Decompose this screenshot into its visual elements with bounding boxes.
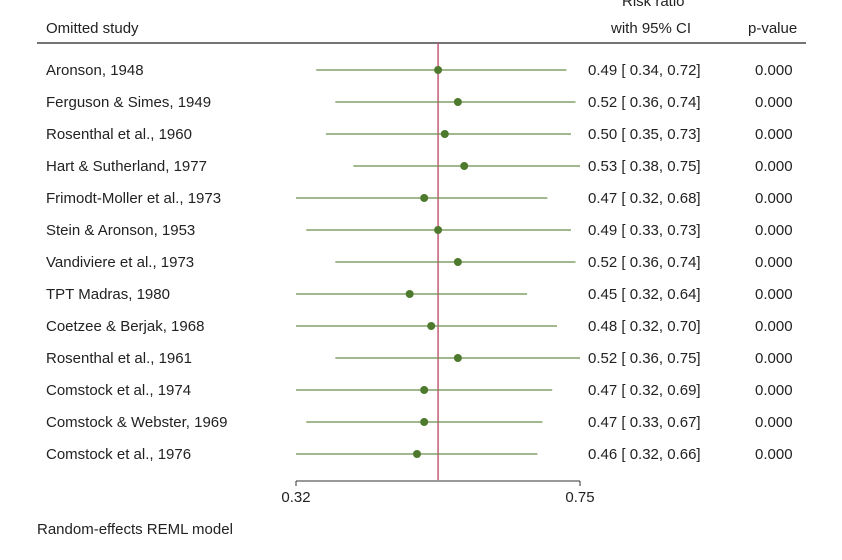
ci-text: 0.46 [ 0.32, 0.66] [588,446,701,463]
p-value-text: 0.000 [755,318,793,335]
header-study-column: Omitted study [46,20,139,37]
ci-text: 0.47 [ 0.32, 0.69] [588,382,701,399]
study-label: Aronson, 1948 [46,62,144,79]
effect-marker [434,66,443,74]
study-label: Frimodt-Moller et al., 1973 [46,190,221,207]
effect-marker [427,322,436,330]
effect-marker [453,98,462,106]
study-label: Stein & Aronson, 1953 [46,222,195,239]
effect-marker [453,258,462,266]
effect-marker [420,418,429,426]
p-value-text: 0.000 [755,254,793,271]
p-value-text: 0.000 [755,126,793,143]
x-tick-label: 0.32 [281,489,310,506]
x-tick-label: 0.75 [565,489,594,506]
p-value-text: 0.000 [755,158,793,175]
study-label: Vandiviere et al., 1973 [46,254,194,271]
study-label: Comstock et al., 1974 [46,382,191,399]
effect-marker [413,450,422,458]
p-value-text: 0.000 [755,94,793,111]
p-value-text: 0.000 [755,222,793,239]
ci-text: 0.49 [ 0.34, 0.72] [588,62,701,79]
effect-marker [453,354,462,362]
effect-marker [405,290,414,298]
ci-text: 0.47 [ 0.33, 0.67] [588,414,701,431]
study-label: Comstock et al., 1976 [46,446,191,463]
ci-text: 0.48 [ 0.32, 0.70] [588,318,701,335]
study-label: Hart & Sutherland, 1977 [46,158,207,175]
p-value-text: 0.000 [755,62,793,79]
model-footnote: Random-effects REML model [37,521,233,538]
p-value-text: 0.000 [755,350,793,367]
study-label: Coetzee & Berjak, 1968 [46,318,204,335]
p-value-text: 0.000 [755,382,793,399]
study-label: Rosenthal et al., 1960 [46,126,192,143]
ci-text: 0.50 [ 0.35, 0.73] [588,126,701,143]
p-value-text: 0.000 [755,286,793,303]
header-p-value: p-value [748,20,798,37]
ci-text: 0.53 [ 0.38, 0.75] [588,158,701,175]
ci-text: 0.45 [ 0.32, 0.64] [588,286,701,303]
effect-marker [460,162,469,170]
p-value-text: 0.000 [755,190,793,207]
ci-text: 0.52 [ 0.36, 0.74] [588,254,701,271]
effect-marker [420,194,429,202]
header-risk-ratio: Risk ratio [622,0,685,10]
study-label: Ferguson & Simes, 1949 [46,94,211,111]
ci-text: 0.52 [ 0.36, 0.74] [588,94,701,111]
study-label: TPT Madras, 1980 [46,286,170,303]
header-ci: with 95% CI [611,20,692,37]
p-value-text: 0.000 [755,446,793,463]
effect-marker [420,386,429,394]
study-label: Rosenthal et al., 1961 [46,350,192,367]
ci-text: 0.47 [ 0.32, 0.68] [588,190,701,207]
ci-text: 0.49 [ 0.33, 0.73] [588,222,701,239]
p-value-text: 0.000 [755,414,793,431]
effect-marker [434,226,443,234]
ci-text: 0.52 [ 0.36, 0.75] [588,350,701,367]
study-label: Comstock & Webster, 1969 [46,414,227,431]
effect-marker [440,130,449,138]
